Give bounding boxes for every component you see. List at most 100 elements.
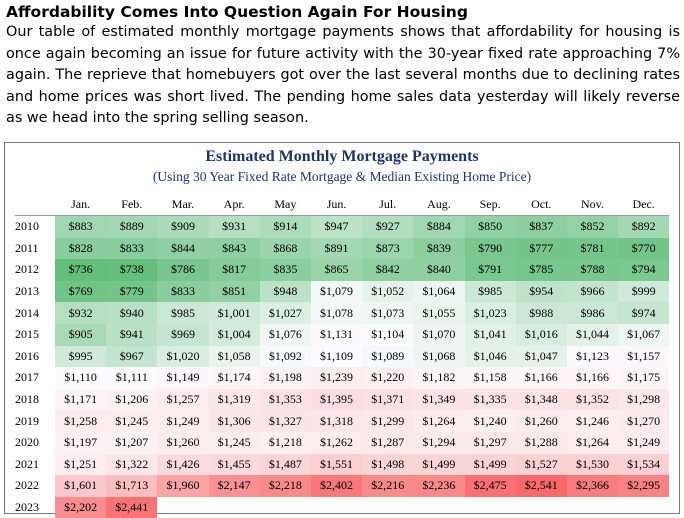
payment-cell: $931 [209, 216, 260, 238]
payment-cell: $1,041 [465, 324, 516, 346]
year-label: 2015 [15, 324, 55, 346]
payment-cell: $1,207 [106, 432, 157, 454]
table-row: 2012$736$738$786$817$835$865$842$840$791… [15, 259, 669, 281]
payment-cell: $1,318 [311, 410, 362, 432]
payment-cell: $1,044 [567, 324, 618, 346]
payment-cell: $1,251 [55, 454, 106, 476]
payment-cell: $1,068 [413, 346, 464, 368]
month-header: Dec. [618, 193, 669, 216]
payment-cell: $1,960 [157, 475, 208, 497]
table-row: 2013$769$779$833$851$948$1,079$1,052$1,0… [15, 281, 669, 303]
payment-cell: $786 [157, 259, 208, 281]
payment-cell: $873 [362, 238, 413, 260]
payment-cell: $1,371 [362, 389, 413, 411]
payment-cell: $1,182 [413, 367, 464, 389]
payment-cell: $905 [55, 324, 106, 346]
table-row: 2021$1,251$1,322$1,426$1,455$1,487$1,551… [15, 454, 669, 476]
payment-cell: $1,218 [260, 432, 311, 454]
year-label: 2019 [15, 410, 55, 432]
payment-cell: $1,335 [465, 389, 516, 411]
payment-cell: $969 [157, 324, 208, 346]
month-header: Jul. [362, 193, 413, 216]
payment-cell: $1,158 [465, 367, 516, 389]
payment-cell: $1,073 [362, 302, 413, 324]
payment-cell: $790 [465, 238, 516, 260]
payment-cell: $850 [465, 216, 516, 238]
payment-cell: $1,092 [260, 346, 311, 368]
payment-cell: $828 [55, 238, 106, 260]
payment-cell: $1,349 [413, 389, 464, 411]
payment-cell: $839 [413, 238, 464, 260]
payment-cell: $1,306 [209, 410, 260, 432]
table-row: 2015$905$941$969$1,004$1,076$1,131$1,104… [15, 324, 669, 346]
payment-cell: $1,319 [209, 389, 260, 411]
payment-cell: $1,294 [413, 432, 464, 454]
payment-cell: $1,395 [311, 389, 362, 411]
payment-cell: $940 [106, 302, 157, 324]
payment-cell: $891 [311, 238, 362, 260]
payment-cell: $889 [106, 216, 157, 238]
payment-cell: $1,499 [413, 454, 464, 476]
payment-cell: $842 [362, 259, 413, 281]
payment-cell [516, 497, 567, 518]
table-row: 2020$1,197$1,207$1,260$1,245$1,218$1,262… [15, 432, 669, 454]
payment-cell: $927 [362, 216, 413, 238]
year-label: 2012 [15, 259, 55, 281]
payment-cell: $1,166 [516, 367, 567, 389]
payment-cell [311, 497, 362, 518]
year-label: 2022 [15, 475, 55, 497]
year-label: 2013 [15, 281, 55, 303]
year-label: 2020 [15, 432, 55, 454]
payment-cell [260, 497, 311, 518]
month-header: May [260, 193, 311, 216]
year-label: 2014 [15, 302, 55, 324]
payment-cell: $2,541 [516, 475, 567, 497]
payment-cell: $2,216 [362, 475, 413, 497]
payment-cell: $1,601 [55, 475, 106, 497]
payment-cell: $1,258 [55, 410, 106, 432]
payment-cell: $954 [516, 281, 567, 303]
year-label: 2023 [15, 497, 55, 518]
payment-cell: $851 [209, 281, 260, 303]
payment-cell: $1,534 [618, 454, 669, 476]
payment-cell: $1,076 [260, 324, 311, 346]
payment-cell: $794 [618, 259, 669, 281]
payment-cell [157, 497, 208, 518]
month-header: Oct. [516, 193, 567, 216]
payment-cell: $1,123 [567, 346, 618, 368]
payment-cell: $2,295 [618, 475, 669, 497]
article-heading: Affordability Comes Into Question Again … [6, 3, 680, 22]
payment-cell: $738 [106, 259, 157, 281]
payment-cell: $1,527 [516, 454, 567, 476]
payment-cell: $852 [567, 216, 618, 238]
payment-cell: $1,166 [567, 367, 618, 389]
payment-cell: $1,260 [157, 432, 208, 454]
payment-cell: $1,089 [362, 346, 413, 368]
payment-cell: $1,058 [209, 346, 260, 368]
payment-cell: $779 [106, 281, 157, 303]
payment-cell: $1,499 [465, 454, 516, 476]
payment-cell: $1,288 [516, 432, 567, 454]
table-row: 2019$1,258$1,245$1,249$1,306$1,327$1,318… [15, 410, 669, 432]
payment-cell: $1,052 [362, 281, 413, 303]
payment-cell: $1,298 [618, 389, 669, 411]
payment-cell: $985 [157, 302, 208, 324]
payment-cell: $999 [618, 281, 669, 303]
payment-cell: $2,202 [55, 497, 106, 518]
payment-cell: $770 [618, 238, 669, 260]
payment-cell: $833 [106, 238, 157, 260]
payment-cell: $1,352 [567, 389, 618, 411]
payment-cell: $914 [260, 216, 311, 238]
table-row: 2016$995$967$1,020$1,058$1,092$1,109$1,0… [15, 346, 669, 368]
payment-cell: $2,218 [260, 475, 311, 497]
payment-cell [362, 497, 413, 518]
year-label: 2011 [15, 238, 55, 260]
payment-cell: $909 [157, 216, 208, 238]
table-row: 2023$2,202$2,441 [15, 497, 669, 518]
payment-cell: $932 [55, 302, 106, 324]
payment-cell: $844 [157, 238, 208, 260]
payment-cell: $974 [618, 302, 669, 324]
payment-cell: $2,236 [413, 475, 464, 497]
payment-cell: $1,171 [55, 389, 106, 411]
